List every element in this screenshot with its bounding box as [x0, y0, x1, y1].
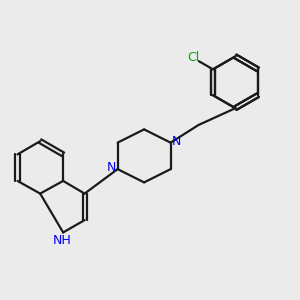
Text: NH: NH — [53, 234, 72, 247]
Text: N: N — [107, 161, 116, 174]
Text: N: N — [172, 135, 181, 148]
Text: Cl: Cl — [187, 52, 200, 64]
